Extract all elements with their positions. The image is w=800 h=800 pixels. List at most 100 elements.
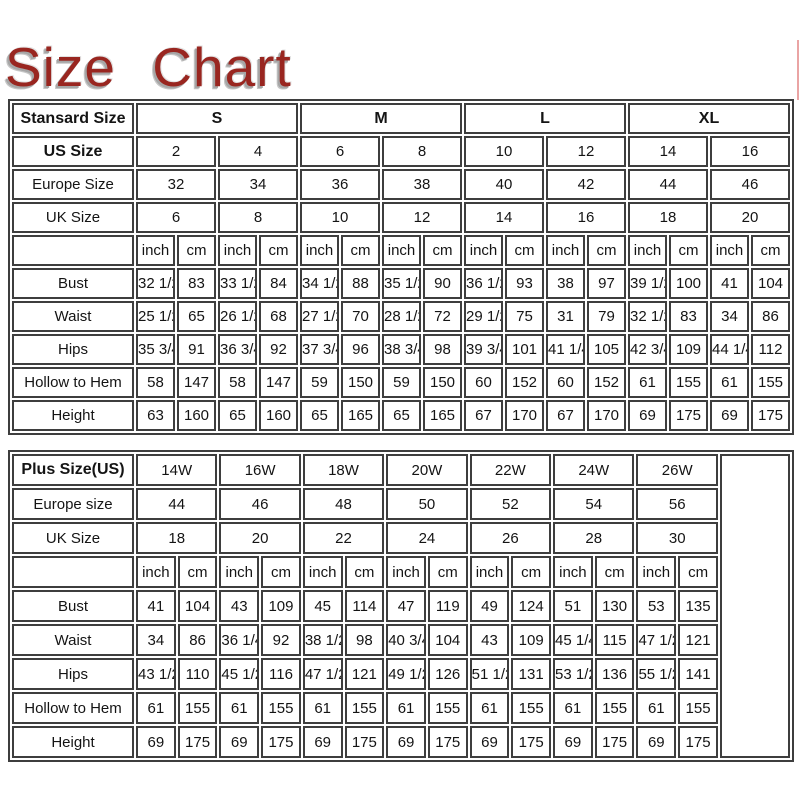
measure-value-cell: 93 bbox=[505, 268, 544, 299]
measure-value-cell: 98 bbox=[423, 334, 462, 365]
measure-value-cell: 92 bbox=[259, 334, 298, 365]
measure-value-cell: 36 1/2 bbox=[464, 268, 503, 299]
size-value-cell: 16 bbox=[710, 136, 790, 167]
measure-value-cell: 36 1/4 bbox=[219, 624, 260, 656]
size-value-cell: 12 bbox=[382, 202, 462, 233]
measure-value-cell: 43 1/2 bbox=[136, 658, 176, 690]
size-value-cell: 56 bbox=[636, 488, 718, 520]
row-label-cell: Europe size bbox=[12, 488, 134, 520]
measure-value-cell: 43 bbox=[469, 624, 510, 656]
measure-value-cell: 155 bbox=[678, 692, 718, 724]
size-value-cell: 20 bbox=[710, 202, 790, 233]
measure-value-cell: 155 bbox=[177, 692, 218, 724]
size-value-cell: 34 bbox=[218, 169, 298, 200]
unit-cell: cm bbox=[751, 235, 790, 266]
size-value-cell: 6 bbox=[300, 136, 380, 167]
unit-cell: cm bbox=[177, 556, 218, 588]
scan-artifact-line bbox=[797, 40, 799, 100]
table-row: inch cm inch cm inch cm inch cm inch cm inch cm inch… bbox=[12, 556, 790, 588]
unit-cell: inch bbox=[464, 235, 503, 266]
measure-value-cell: 83 bbox=[669, 301, 708, 332]
table-row: Height 69 175 69 175 69 175 69 175 69 175 69 175 69 17… bbox=[12, 726, 790, 758]
measure-value-cell: 147 bbox=[259, 367, 298, 398]
measure-value-cell: 47 1/2 bbox=[302, 658, 343, 690]
measure-value-cell: 155 bbox=[427, 692, 468, 724]
row-label-cell: Waist bbox=[12, 301, 134, 332]
measure-value-cell: 175 bbox=[594, 726, 635, 758]
measure-value-cell: 88 bbox=[341, 268, 380, 299]
row-label-cell: Bust bbox=[12, 268, 134, 299]
size-value-cell: 10 bbox=[300, 202, 380, 233]
table-row: Height 63 160 65 160 65 165 65 165 67 170 67 170 69 17… bbox=[12, 400, 790, 431]
measure-value-cell: 155 bbox=[594, 692, 635, 724]
measure-value-cell: 105 bbox=[587, 334, 626, 365]
table-row: US Size 2 4 6 8 10 12 14 16 bbox=[12, 136, 790, 167]
size-group-cell: 18W bbox=[302, 454, 385, 486]
size-value-cell: 20 bbox=[219, 522, 301, 554]
unit-cell: cm bbox=[594, 556, 635, 588]
size-value-cell: 8 bbox=[382, 136, 462, 167]
table-row: UK Size 18 20 22 24 26 28 30 bbox=[12, 522, 790, 554]
measure-value-cell: 34 1/2 bbox=[300, 268, 339, 299]
measure-value-cell: 59 bbox=[382, 367, 421, 398]
size-value-cell: 26 bbox=[469, 522, 552, 554]
unit-cell: inch bbox=[382, 235, 421, 266]
row-label-cell: Hollow to Hem bbox=[12, 692, 134, 724]
measure-value-cell: 28 1/2 bbox=[382, 301, 421, 332]
measure-value-cell: 109 bbox=[261, 590, 301, 622]
measure-value-cell: 61 bbox=[219, 692, 260, 724]
size-value-cell: 44 bbox=[136, 488, 218, 520]
size-group-cell: 16W bbox=[219, 454, 301, 486]
measure-value-cell: 61 bbox=[386, 692, 426, 724]
size-value-cell: 50 bbox=[386, 488, 468, 520]
measure-value-cell: 155 bbox=[344, 692, 385, 724]
size-group-cell: L bbox=[464, 103, 626, 134]
row-label-cell: UK Size bbox=[12, 522, 134, 554]
measure-value-cell: 83 bbox=[177, 268, 216, 299]
measure-value-cell: 38 1/2 bbox=[302, 624, 343, 656]
unit-cell: inch bbox=[553, 556, 593, 588]
unit-cell: cm bbox=[427, 556, 468, 588]
measure-value-cell: 72 bbox=[423, 301, 462, 332]
measure-value-cell: 68 bbox=[259, 301, 298, 332]
measure-value-cell: 61 bbox=[302, 692, 343, 724]
table-row: UK Size 6 8 10 12 14 16 18 20 bbox=[12, 202, 790, 233]
measure-value-cell: 104 bbox=[751, 268, 790, 299]
unit-cell: inch bbox=[710, 235, 749, 266]
measure-value-cell: 61 bbox=[553, 692, 593, 724]
size-value-cell: 38 bbox=[382, 169, 462, 200]
unit-cell: cm bbox=[259, 235, 298, 266]
measure-value-cell: 65 bbox=[177, 301, 216, 332]
measure-value-cell: 34 bbox=[710, 301, 749, 332]
measure-value-cell: 34 bbox=[136, 624, 176, 656]
size-group-cell: 22W bbox=[469, 454, 552, 486]
measure-value-cell: 58 bbox=[218, 367, 257, 398]
unit-cell: inch bbox=[136, 556, 176, 588]
measure-value-cell: 45 1/4 bbox=[553, 624, 593, 656]
measure-value-cell: 69 bbox=[710, 400, 749, 431]
measure-value-cell: 175 bbox=[669, 400, 708, 431]
size-value-cell: 10 bbox=[464, 136, 544, 167]
measure-value-cell: 44 1/4 bbox=[710, 334, 749, 365]
measure-value-cell: 60 bbox=[464, 367, 503, 398]
measure-value-cell: 41 bbox=[136, 590, 176, 622]
row-label-cell: Hips bbox=[12, 334, 134, 365]
measure-value-cell: 69 bbox=[469, 726, 510, 758]
measure-value-cell: 41 1/4 bbox=[546, 334, 585, 365]
size-value-cell: 46 bbox=[710, 169, 790, 200]
unit-cell: cm bbox=[423, 235, 462, 266]
unit-cell: cm bbox=[587, 235, 626, 266]
size-value-cell: 30 bbox=[636, 522, 718, 554]
table-row: Hollow to Hem 58 147 58 147 59 150 59 150 60 152 60… bbox=[12, 367, 790, 398]
measure-value-cell: 131 bbox=[511, 658, 552, 690]
measure-value-cell: 45 bbox=[302, 590, 343, 622]
unit-cell: inch bbox=[628, 235, 667, 266]
measure-value-cell: 92 bbox=[261, 624, 301, 656]
measure-value-cell: 69 bbox=[136, 726, 176, 758]
measure-value-cell: 112 bbox=[751, 334, 790, 365]
unit-cell: inch bbox=[218, 235, 257, 266]
measure-value-cell: 141 bbox=[678, 658, 718, 690]
measure-value-cell: 119 bbox=[427, 590, 468, 622]
